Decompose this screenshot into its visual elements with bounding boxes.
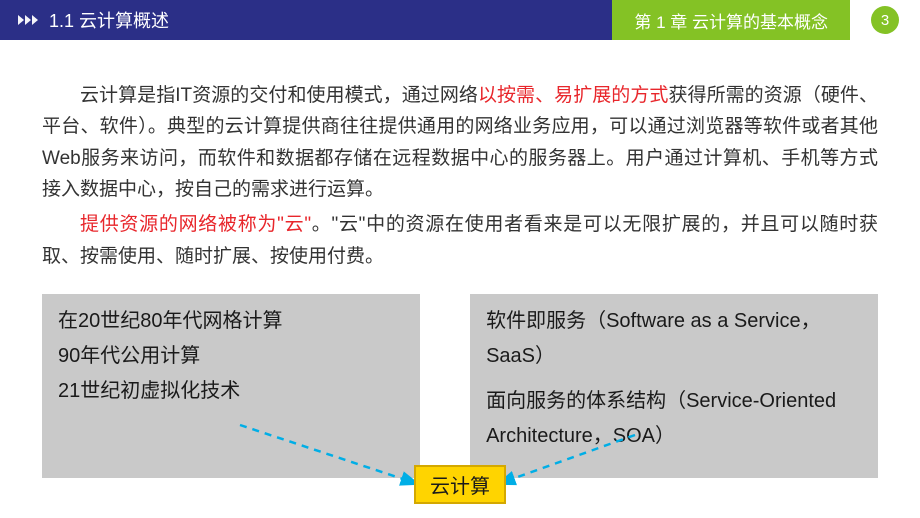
p1-highlight: 以按需、易扩展的方式 [478, 85, 669, 106]
section-title: 1.1 云计算概述 [49, 7, 169, 33]
paragraph-2: 提供资源的网络被称为"云"。"云"中的资源在使用者看来是可以无限扩展的，并且可以… [42, 209, 878, 272]
paragraph-1: 云计算是指IT资源的交付和使用模式，通过网络以按需、易扩展的方式获得所需的资源（… [42, 80, 878, 205]
chapter-title-bar: 第 1 章 云计算的基本概念 [612, 0, 850, 40]
section-title-bar: 1.1 云计算概述 [0, 0, 612, 40]
target-label: 云计算 [414, 465, 506, 504]
tech-line-2: 面向服务的体系结构（Service-Oriented Architecture，… [486, 384, 862, 454]
page-number: 3 [881, 12, 889, 29]
concept-boxes: 在20世纪80年代网格计算 90年代公用计算 21世纪初虚拟化技术 软件即服务（… [42, 294, 878, 478]
tech-line-1: 软件即服务（Software as a Service，SaaS） [486, 304, 862, 374]
history-line-2: 90年代公用计算 [58, 339, 404, 374]
history-line-3: 21世纪初虚拟化技术 [58, 374, 404, 409]
slide-header: 1.1 云计算概述 第 1 章 云计算的基本概念 3 [0, 0, 920, 40]
history-box: 在20世纪80年代网格计算 90年代公用计算 21世纪初虚拟化技术 [42, 294, 420, 478]
tech-box: 软件即服务（Software as a Service，SaaS） 面向服务的体… [470, 294, 878, 478]
target-wrap: 云计算 [0, 465, 920, 504]
chapter-title: 第 1 章 云计算的基本概念 [634, 8, 828, 33]
slide-body: 云计算是指IT资源的交付和使用模式，通过网络以按需、易扩展的方式获得所需的资源（… [0, 40, 920, 478]
history-line-1: 在20世纪80年代网格计算 [58, 304, 404, 339]
p1-text-a: 云计算是指IT资源的交付和使用模式，通过网络 [80, 85, 478, 106]
arrow-bullets-icon [18, 15, 39, 25]
page-number-area: 3 [850, 0, 920, 40]
p2-highlight: 提供资源的网络被称为"云" [80, 214, 311, 235]
page-number-badge: 3 [871, 6, 899, 34]
